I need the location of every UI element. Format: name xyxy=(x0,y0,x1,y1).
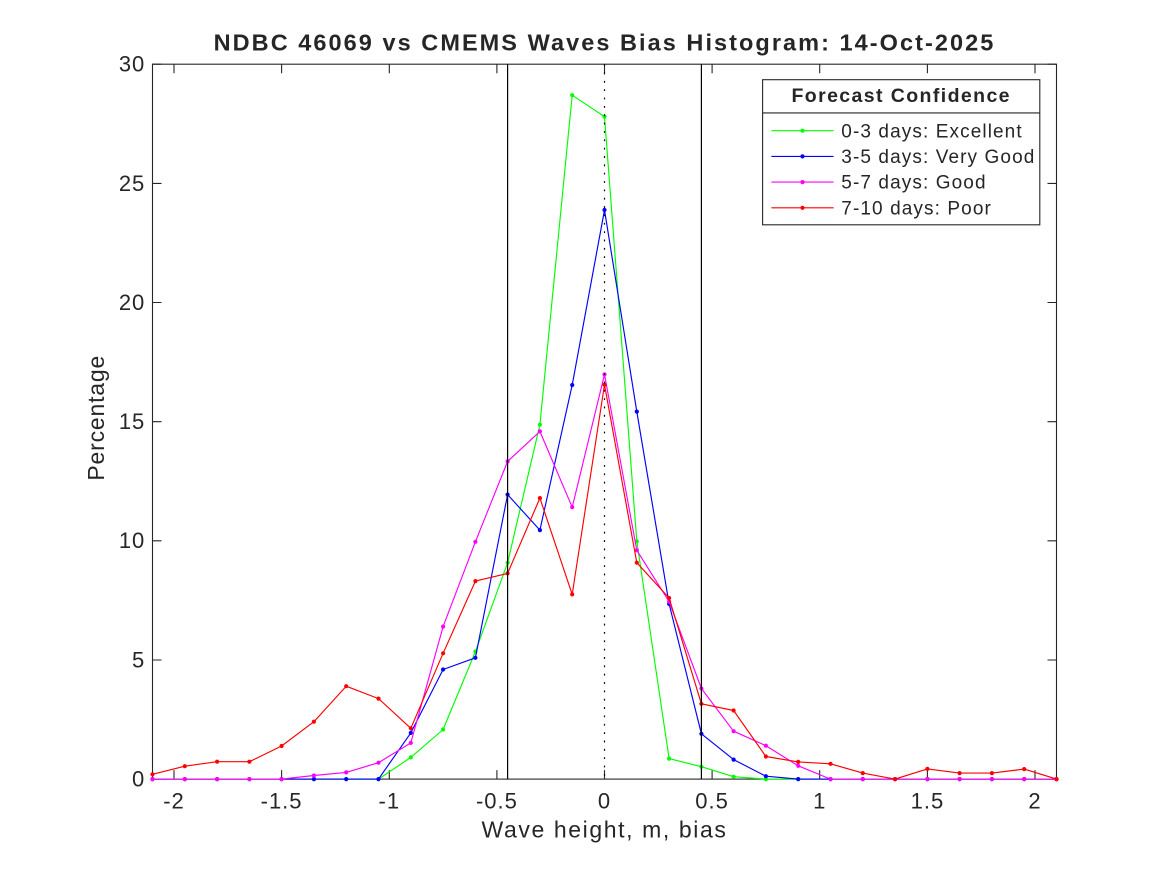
svg-text:0: 0 xyxy=(132,767,145,792)
svg-text:2: 2 xyxy=(1028,789,1041,814)
svg-text:-0.5: -0.5 xyxy=(476,789,518,814)
svg-text:0-3 days: Excellent: 0-3 days: Excellent xyxy=(841,121,1022,142)
svg-text:NDBC 46069 vs CMEMS Waves Bias: NDBC 46069 vs CMEMS Waves Bias Histogram… xyxy=(214,30,996,56)
svg-text:Forecast Confidence: Forecast Confidence xyxy=(791,85,1010,107)
svg-text:7-10 days: Poor: 7-10 days: Poor xyxy=(841,198,992,219)
svg-text:15: 15 xyxy=(119,409,145,434)
svg-text:Percentage: Percentage xyxy=(83,355,109,481)
svg-text:5-7 days: Good: 5-7 days: Good xyxy=(841,173,986,194)
svg-text:-1.5: -1.5 xyxy=(261,789,303,814)
svg-text:25: 25 xyxy=(119,171,145,196)
svg-text:10: 10 xyxy=(119,528,145,553)
svg-text:3-5 days: Very Good: 3-5 days: Very Good xyxy=(841,147,1035,168)
svg-text:-2: -2 xyxy=(163,789,185,814)
svg-text:20: 20 xyxy=(119,290,145,315)
svg-text:5: 5 xyxy=(132,647,145,672)
svg-text:1: 1 xyxy=(813,789,826,814)
svg-text:1.5: 1.5 xyxy=(911,789,945,814)
svg-text:0: 0 xyxy=(598,789,611,814)
svg-text:0.5: 0.5 xyxy=(695,789,729,814)
svg-text:30: 30 xyxy=(119,52,145,77)
svg-text:-1: -1 xyxy=(379,789,401,814)
svg-text:Wave height, m, bias: Wave height, m, bias xyxy=(482,817,728,843)
